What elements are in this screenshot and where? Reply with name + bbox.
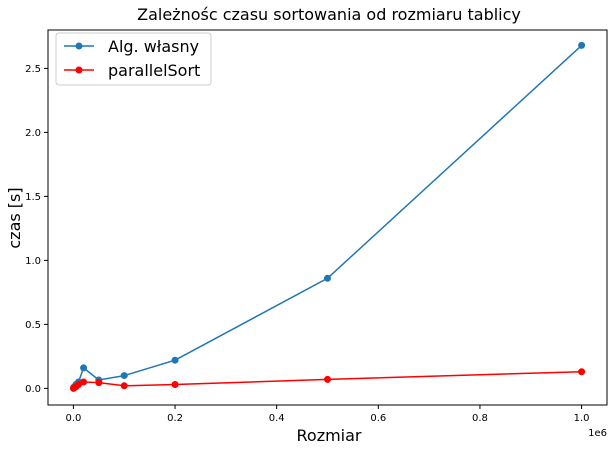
x-axis-offset-text: 1e6	[588, 428, 607, 439]
data-point-series-1	[324, 375, 331, 383]
series-layer	[69, 41, 586, 392]
x-tick-label: 0.8	[472, 413, 488, 424]
y-tick-label: 2.0	[25, 128, 41, 139]
legend-label: parallelSort	[108, 61, 200, 80]
chart-title: Zależnośc czasu sortowania od rozmiaru t…	[137, 5, 521, 24]
x-tick-label: 0.6	[370, 413, 386, 424]
data-point-series-0	[120, 372, 128, 380]
x-tick-label: 0.4	[269, 413, 285, 424]
legend-box	[55, 32, 212, 86]
data-point-series-1	[80, 378, 88, 386]
y-tick-label: 0.0	[25, 384, 41, 395]
data-point-series-1	[95, 379, 103, 387]
legend-label: Alg. własny	[108, 37, 199, 56]
data-point-series-0	[80, 364, 88, 372]
legend-marker-0	[75, 42, 83, 50]
y-tick-label: 2.5	[25, 64, 41, 75]
x-tick-label: 1.0	[574, 413, 590, 424]
y-tick-label: 1.5	[25, 192, 41, 203]
data-point-series-1	[120, 382, 128, 390]
data-point-series-0	[171, 356, 179, 364]
data-point-series-0	[578, 41, 586, 49]
x-tick-label: 0.2	[167, 413, 183, 424]
data-point-series-0	[324, 274, 331, 282]
y-tick-label: 0.5	[25, 320, 41, 331]
plot-frame	[47, 29, 608, 406]
y-axis-ticks: 0.0 0.5 1.0 1.5 2.0 2.5	[25, 64, 48, 395]
x-tick-label: 0.0	[65, 413, 81, 424]
legend: Alg. własny parallelSort	[55, 32, 212, 86]
y-axis-label: czas [s]	[5, 187, 24, 248]
data-point-series-1	[171, 381, 179, 389]
data-point-series-1	[578, 368, 586, 376]
series-line-0	[72, 44, 583, 389]
legend-marker-1	[75, 66, 83, 74]
x-axis-ticks: 0.0 0.2 0.4 0.6 0.8 1.0	[65, 405, 590, 424]
y-tick-label: 1.0	[25, 256, 41, 267]
x-axis-label: Rozmiar	[297, 426, 362, 445]
